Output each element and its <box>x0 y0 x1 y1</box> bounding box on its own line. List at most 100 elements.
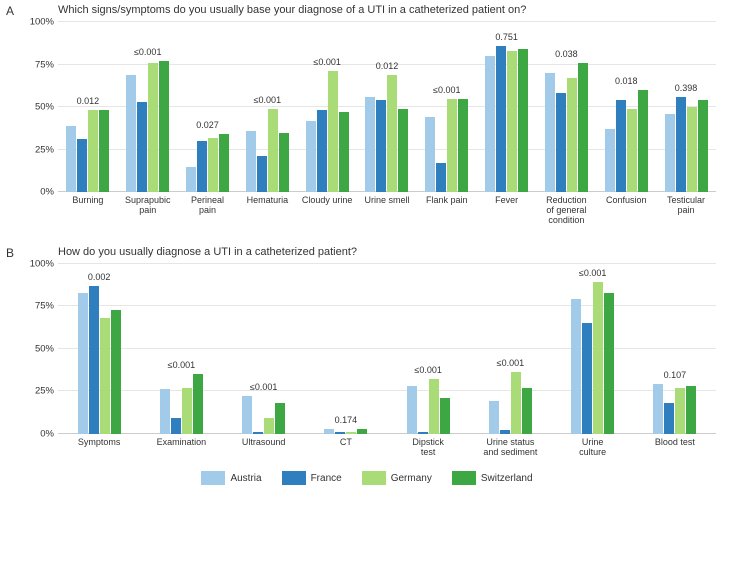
p-value-label: 0.027 <box>196 120 219 130</box>
p-value-label: 0.012 <box>77 96 100 106</box>
x-label: Reductionof generalcondition <box>537 196 597 226</box>
bar <box>324 429 334 434</box>
bar <box>246 131 256 192</box>
p-value-label: ≤0.001 <box>579 268 606 278</box>
p-value-label: ≤0.001 <box>250 382 277 392</box>
legend-label: France <box>311 473 342 484</box>
bar <box>440 398 450 434</box>
panel-b: B How do you usually diagnose a UTI in a… <box>0 242 734 458</box>
p-value-label: 0.751 <box>495 32 518 42</box>
x-label: Cloudy urine <box>297 196 357 226</box>
bar <box>148 63 158 192</box>
panel-b-chart: 0%25%50%75%100%0.002≤0.001≤0.0010.174≤0.… <box>58 264 716 434</box>
p-value-label: 0.398 <box>675 83 698 93</box>
bar <box>698 100 708 192</box>
bar <box>111 310 121 434</box>
bar-groups: 0.012≤0.0010.027≤0.001≤0.0010.012≤0.0010… <box>58 22 716 192</box>
bar <box>507 51 517 192</box>
bar <box>346 432 356 434</box>
panel-b-label: B <box>6 246 14 260</box>
p-value-label: 0.174 <box>335 415 358 425</box>
bar <box>398 109 408 192</box>
p-value-label: 0.038 <box>555 49 578 59</box>
bar <box>197 141 207 192</box>
legend-swatch <box>282 471 306 485</box>
bar <box>418 432 428 434</box>
bar-group: ≤0.001 <box>118 22 178 192</box>
bar <box>99 110 109 192</box>
bar <box>485 56 495 192</box>
y-axis: 0%25%50%75%100% <box>24 22 54 192</box>
bar-group: 0.012 <box>58 22 118 192</box>
bar <box>279 133 289 193</box>
bar <box>219 134 229 192</box>
bar-group: 0.027 <box>178 22 238 192</box>
bar <box>436 163 446 192</box>
bar <box>511 372 521 433</box>
y-tick-label: 0% <box>24 187 54 198</box>
panel-a: A Which signs/symptoms do you usually ba… <box>0 0 734 226</box>
bar-group: ≤0.001 <box>237 22 297 192</box>
legend-label: Switzerland <box>481 473 533 484</box>
y-tick-label: 100% <box>24 258 54 269</box>
bar <box>686 386 696 434</box>
bar <box>208 138 218 192</box>
bar <box>182 388 192 434</box>
bar <box>257 156 267 192</box>
bar <box>159 61 169 192</box>
bar <box>593 282 603 433</box>
bar <box>571 299 581 433</box>
bar <box>339 112 349 192</box>
bar-group: ≤0.001 <box>417 22 477 192</box>
p-value-label: 0.018 <box>615 76 638 86</box>
bar <box>88 110 98 192</box>
p-value-label: 0.012 <box>376 61 399 71</box>
x-label: Blood test <box>634 438 716 458</box>
x-label: Examination <box>140 438 222 458</box>
legend-item: Germany <box>362 471 432 485</box>
y-axis: 0%25%50%75%100% <box>24 264 54 434</box>
bar-group: ≤0.001 <box>140 264 222 434</box>
bar <box>264 418 274 433</box>
panel-a-title: Which signs/symptoms do you usually base… <box>58 0 716 16</box>
bar <box>306 121 316 192</box>
bar <box>429 379 439 433</box>
y-tick-label: 100% <box>24 17 54 28</box>
y-tick-label: 25% <box>24 144 54 155</box>
bar <box>665 114 675 192</box>
x-label: Suprapubicpain <box>118 196 178 226</box>
bar-group: 0.012 <box>357 22 417 192</box>
p-value-label: ≤0.001 <box>433 85 460 95</box>
bar <box>687 107 697 192</box>
legend-swatch <box>452 471 476 485</box>
bar-groups: 0.002≤0.001≤0.0010.174≤0.001≤0.001≤0.001… <box>58 264 716 434</box>
bar-group: ≤0.001 <box>387 264 469 434</box>
bar <box>193 374 203 434</box>
bar-group: 0.751 <box>477 22 537 192</box>
bar <box>567 78 577 192</box>
x-label: Ultrasound <box>223 438 305 458</box>
bar <box>616 100 626 192</box>
p-value-label: ≤0.001 <box>497 358 524 368</box>
legend-item: Austria <box>201 471 261 485</box>
bar <box>317 110 327 192</box>
bar-group: 0.018 <box>596 22 656 192</box>
bar-group: 0.398 <box>656 22 716 192</box>
bar-group: ≤0.001 <box>469 264 551 434</box>
x-label: Urineculture <box>552 438 634 458</box>
bar <box>89 286 99 434</box>
bar <box>365 97 375 192</box>
bar <box>518 49 528 192</box>
p-value-label: ≤0.001 <box>168 360 195 370</box>
bar <box>545 73 555 192</box>
bar <box>328 71 338 192</box>
x-label: Hematuria <box>237 196 297 226</box>
bar <box>242 396 252 433</box>
bar <box>376 100 386 192</box>
bar <box>186 167 196 193</box>
bar <box>137 102 147 192</box>
y-tick-label: 75% <box>24 301 54 312</box>
bar <box>387 75 397 192</box>
bar <box>664 403 674 434</box>
bar <box>77 139 87 192</box>
